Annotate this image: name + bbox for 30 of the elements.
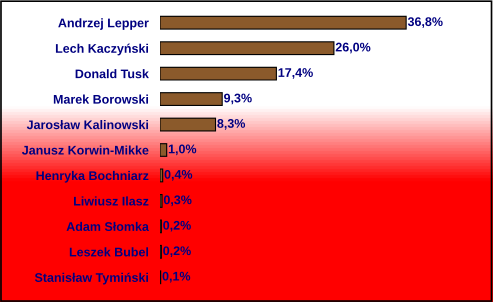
data-label: 9,3%: [224, 94, 252, 104]
data-label: 0,3%: [164, 195, 192, 206]
y-tick-label: Donald Tusk: [76, 69, 149, 78]
y-tick-label: Stanisław Tymiński: [34, 272, 148, 284]
data-label: 1,0%: [168, 144, 196, 156]
y-tick-label: Janusz Korwin-Mikke: [22, 145, 148, 155]
data-label: 36,8%: [408, 17, 443, 28]
data-label: 0,2%: [163, 220, 191, 232]
y-tick-label: Lech Kaczyński: [56, 44, 148, 56]
data-label: 0,1%: [162, 272, 190, 282]
y-tick-label: Liwiusz Ilasz: [74, 196, 148, 206]
y-tick-label: Henryka Bochniarz: [36, 170, 148, 183]
bar: [160, 92, 223, 106]
y-tick-label: Andrzej Lepper: [58, 18, 149, 30]
data-label: 17,4%: [278, 68, 313, 79]
bar: [160, 41, 334, 56]
bar: [160, 118, 216, 132]
bar: [160, 168, 164, 182]
bar: [160, 194, 163, 208]
y-tick-label: Leszek Bubel: [70, 247, 148, 256]
y-tick-label: Marek Borowski: [54, 94, 148, 104]
data-label: 0,4%: [164, 170, 192, 181]
bar: [160, 66, 277, 81]
y-tick-label: Adam Słomka: [66, 222, 149, 232]
data-label: 8,3%: [217, 119, 246, 130]
bar: [160, 143, 168, 157]
bar: [160, 16, 407, 30]
y-tick-label: Jarosław Kalinowski: [26, 120, 148, 130]
data-label: 26,0%: [336, 42, 370, 54]
data-label: 0,2%: [163, 246, 191, 257]
